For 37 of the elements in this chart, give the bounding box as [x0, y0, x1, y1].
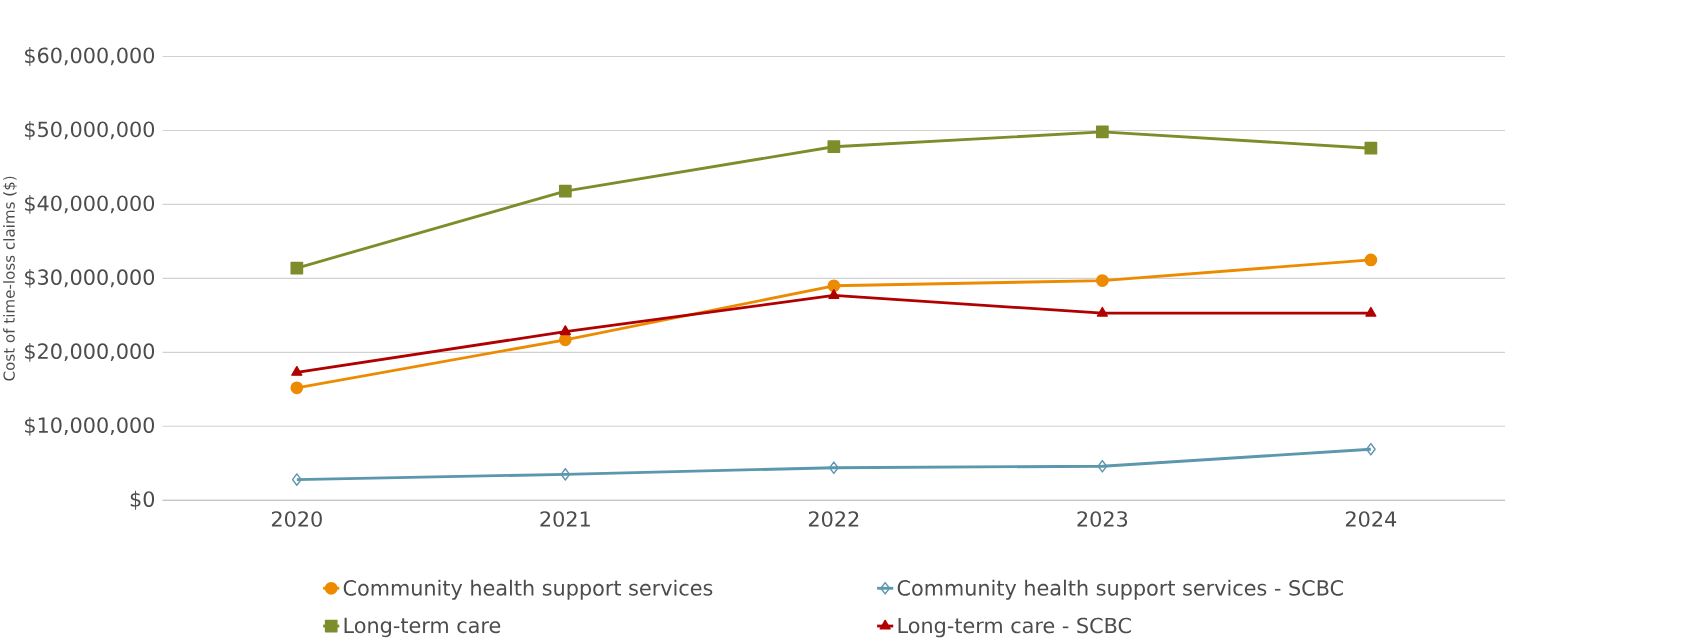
point [1364, 253, 1378, 267]
legend-label: Community health support services - SCBC [897, 579, 1343, 600]
point [1097, 459, 1108, 473]
x-tick-label: 2022 [808, 511, 859, 527]
x-tick-label: 2024 [1345, 511, 1397, 527]
y-tick-label: $60,000,000 [25, 46, 155, 66]
y-tick-label: $50,000,000 [25, 120, 155, 140]
y-tick-label: $20,000,000 [25, 342, 155, 362]
point [1365, 306, 1377, 317]
point [827, 279, 841, 293]
point [828, 461, 839, 474]
point [827, 140, 841, 154]
point [1095, 274, 1109, 287]
legend-label: Community health support services [343, 579, 713, 600]
point [560, 467, 571, 481]
point [828, 288, 840, 299]
point [1364, 141, 1378, 155]
legend-label: Long-term care [344, 617, 501, 638]
y-tick-label: $30,000,000 [25, 268, 155, 288]
point [558, 184, 572, 198]
point [558, 333, 572, 347]
x-tick-label: 2021 [540, 511, 590, 527]
x-tick-label: 2023 [1077, 511, 1128, 527]
point [291, 473, 302, 486]
legend-label: Long-term care - SCBC [898, 617, 1131, 638]
point [1095, 125, 1109, 139]
y-tick-label: $40,000,000 [25, 194, 155, 214]
point [1365, 442, 1376, 456]
point [559, 325, 571, 336]
point [290, 381, 304, 395]
point [1096, 306, 1108, 317]
x-tick-label: 2020 [271, 511, 322, 527]
y-tick-label: $10,000,000 [25, 416, 155, 436]
y-axis-title: Cost of time-loss claims ($) [3, 176, 17, 381]
y-tick-label: $0 [130, 490, 155, 510]
point [290, 261, 304, 275]
point [291, 365, 303, 376]
